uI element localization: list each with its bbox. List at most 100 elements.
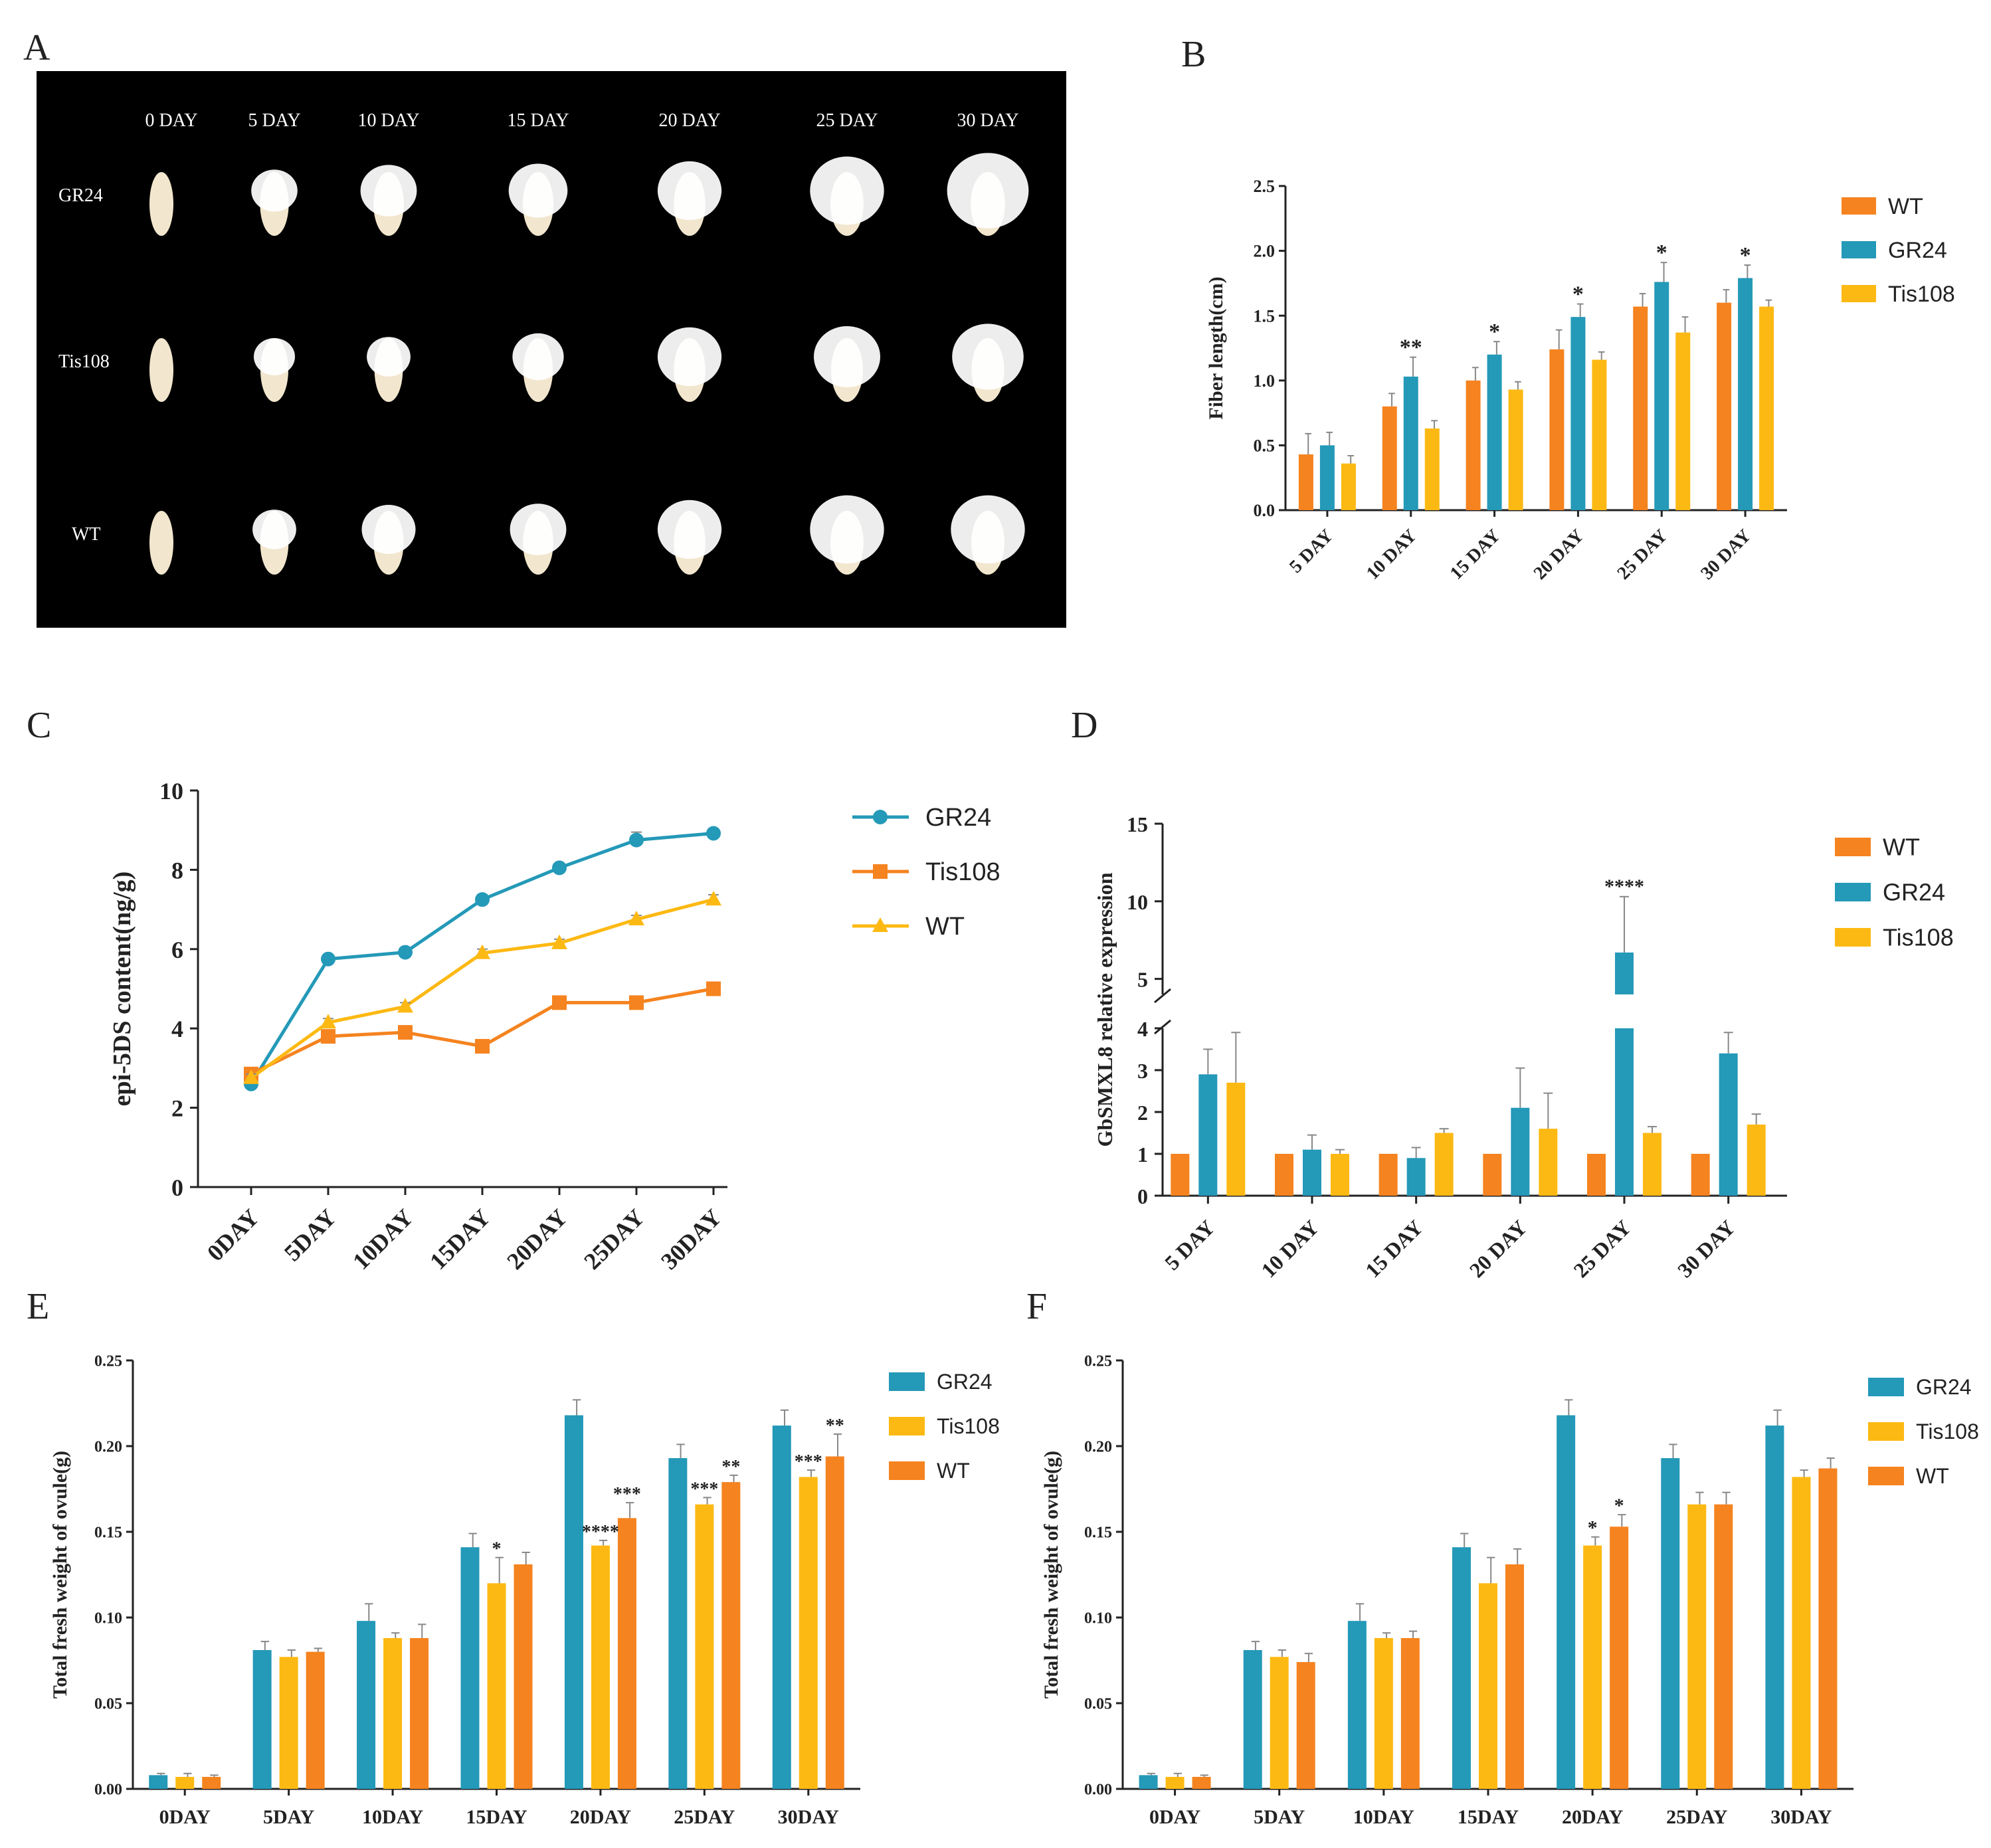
legend-label: Tis108	[925, 858, 1000, 886]
x-tick-label: 5 DAY	[1285, 525, 1337, 577]
bar	[1759, 306, 1774, 510]
y-tick-label: 10	[1127, 890, 1148, 914]
y-axis-title: epi-5DS content(ng/g)	[108, 872, 136, 1107]
y-tick-label: 0.00	[94, 1781, 122, 1798]
x-tick-label: 5DAY	[263, 1806, 315, 1828]
bar	[1406, 1158, 1426, 1196]
ovule-body	[149, 511, 173, 575]
legend-swatch	[1835, 883, 1871, 901]
fiber-tuft	[951, 495, 1025, 564]
bar	[1508, 389, 1523, 510]
fiber-tuft	[512, 333, 564, 381]
bar	[721, 1482, 741, 1789]
y-tick-label: 15	[1127, 812, 1148, 836]
bar	[1347, 1621, 1367, 1789]
y-tick-label: 8	[171, 857, 183, 883]
fiber-tuft	[810, 495, 884, 564]
y-axis-title: GbSMXL8 relative expression	[1093, 872, 1117, 1147]
bar	[1192, 1776, 1211, 1789]
bar	[1296, 1662, 1315, 1789]
bar	[279, 1657, 298, 1789]
bar	[383, 1637, 403, 1789]
axis-break-mark	[1154, 1019, 1171, 1035]
significance-mark: ***	[795, 1451, 822, 1472]
bar	[1661, 1458, 1680, 1789]
x-tick-label: 10 DAY	[1363, 525, 1421, 584]
x-tick-label: 5 DAY	[1160, 1215, 1219, 1274]
bar	[1487, 354, 1502, 510]
y-tick-label: 1.5	[1254, 306, 1276, 325]
bar	[1675, 332, 1691, 510]
bar	[306, 1651, 325, 1789]
x-tick-label: 5DAY	[1254, 1806, 1305, 1828]
bar	[1738, 278, 1753, 510]
x-tick-label: 30DAY	[1770, 1806, 1832, 1828]
significance-mark: ****	[582, 1522, 619, 1542]
y-tick-label: 2.0	[1254, 242, 1276, 261]
data-point	[629, 832, 644, 848]
significance-mark: *	[492, 1539, 502, 1560]
ovule-body	[149, 338, 173, 402]
series-line	[250, 987, 714, 1076]
day-label: 5 DAY	[248, 110, 300, 131]
legend-swatch	[1842, 197, 1876, 215]
day-label: 30 DAY	[957, 110, 1018, 131]
data-point	[321, 951, 335, 967]
bar	[1165, 1776, 1185, 1789]
fiber-tuft	[251, 169, 298, 212]
bar	[1226, 1082, 1246, 1196]
fiber-tuft	[657, 161, 722, 221]
y-tick-label: 0.15	[1084, 1524, 1112, 1541]
bar	[487, 1583, 506, 1789]
x-tick-label: 10DAY	[362, 1806, 424, 1828]
bar	[1511, 1107, 1530, 1196]
data-point	[551, 934, 567, 949]
gbsmxl8-expression-chart: 0 1 2 3 4 5 10 15 5 DAY 10 DAY 15 DAY 20 DAY 25 DAY 3…	[1093, 812, 1954, 1282]
y-tick-label: 6	[171, 937, 183, 963]
y-tick-label: 3	[1137, 1059, 1148, 1083]
legend-swatch	[889, 1461, 925, 1480]
day-label: 20 DAY	[658, 110, 720, 131]
bar	[617, 1518, 636, 1789]
legend-swatch	[1842, 285, 1876, 302]
y-tick-label: 0.25	[94, 1352, 122, 1370]
row-label: WT	[72, 524, 101, 545]
bar	[772, 1426, 791, 1789]
bar	[1719, 1053, 1738, 1196]
fiber-tuft	[657, 500, 722, 559]
bar	[1633, 306, 1648, 510]
axis-break-mark	[1154, 988, 1171, 1004]
bar	[1198, 1074, 1218, 1196]
fresh-weight-chart-f: 0.00 0.05 0.10 0.15 0.20 0.25 0DAY 5DAY 10DAY 15D…	[1040, 1352, 1979, 1828]
bar	[460, 1547, 480, 1789]
y-axis-title: Total fresh weight of ovule(g)	[1040, 1451, 1062, 1699]
x-tick-label: 10DAY	[347, 1204, 419, 1275]
bar	[1654, 282, 1669, 510]
bar	[1747, 1124, 1766, 1196]
legend-marker	[872, 917, 888, 932]
x-tick-label: 30DAY	[656, 1204, 727, 1275]
x-tick-label: 25DAY	[1666, 1806, 1728, 1828]
day-label: 0 DAY	[145, 110, 197, 131]
y-tick-label: 0.20	[1084, 1438, 1112, 1455]
x-tick-label: 5DAY	[279, 1204, 341, 1266]
data-point	[474, 944, 490, 959]
data-point	[243, 1069, 259, 1084]
legend-swatch	[889, 1372, 925, 1391]
y-tick-label: 0.25	[1084, 1352, 1112, 1370]
bar	[1452, 1547, 1471, 1789]
y-tick-label: 2	[171, 1095, 183, 1122]
data-point	[628, 911, 644, 926]
ovule-grid	[149, 153, 1029, 575]
bar	[1818, 1468, 1838, 1789]
fiber-tuft	[814, 326, 880, 387]
x-tick-label: 25DAY	[579, 1204, 650, 1275]
panel-letter-c: C	[27, 705, 51, 746]
data-point	[552, 860, 567, 876]
day-label: 15 DAY	[507, 110, 569, 131]
legend-swatch	[1868, 1378, 1904, 1396]
panel-letter-d: D	[1071, 705, 1097, 746]
legend-label: WT	[925, 913, 965, 941]
bar	[1331, 1154, 1349, 1196]
panel-letter-f: F	[1026, 1286, 1047, 1327]
